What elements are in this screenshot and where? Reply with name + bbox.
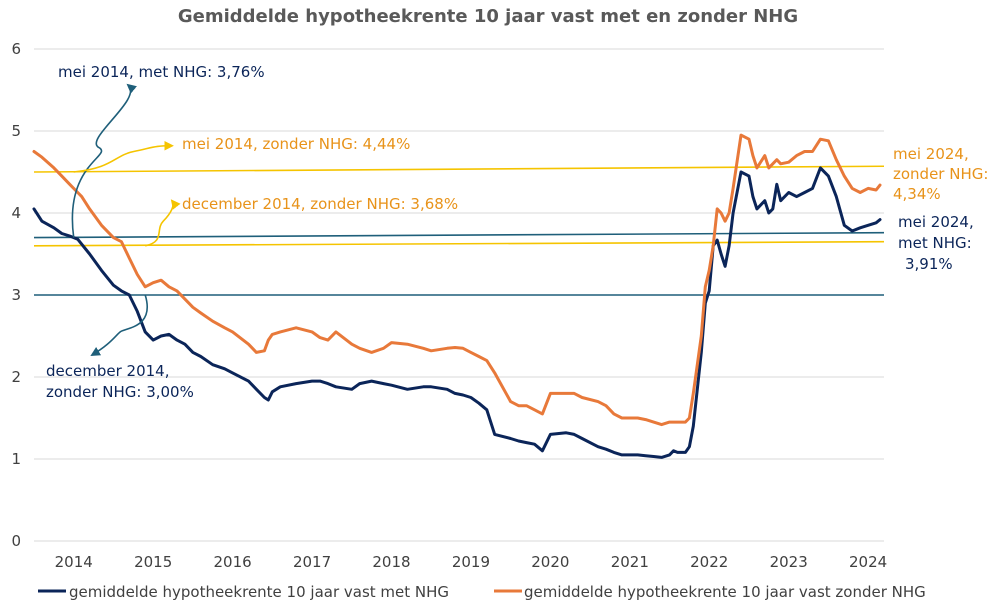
legend: gemiddelde hypotheekrente 10 jaar vast m… (38, 583, 926, 601)
x-tick-label: 2016 (214, 553, 252, 571)
annotation-may-2014-without-nhg: mei 2014, zonder NHG: 4,44% (182, 135, 410, 153)
annotation-dec-2014-3pct: december 2014, zonder NHG: 3,00% (46, 362, 194, 401)
y-tick-label: 5 (11, 122, 21, 140)
legend-label-met-nhg: gemiddelde hypotheekrente 10 jaar vast m… (69, 583, 449, 601)
x-tick-label: 2023 (770, 553, 808, 571)
y-tick-label: 2 (11, 368, 21, 386)
reference-line (33, 240, 885, 247)
series-line-met-nhg (32, 166, 882, 459)
x-tick-label: 2019 (452, 553, 490, 571)
x-tick-label: 2015 (134, 553, 172, 571)
x-tick-label: 2022 (690, 553, 728, 571)
series-lines (32, 133, 882, 459)
reference-line (33, 231, 885, 239)
x-tick-label: 2017 (293, 553, 331, 571)
x-tick-label: 2018 (372, 553, 410, 571)
annotation-may-2014-with-nhg: mei 2014, met NHG: 3,76% (58, 63, 265, 81)
x-tick-label: 2024 (849, 553, 887, 571)
arrow-dec-2014-3pct (90, 294, 148, 356)
annotation-dec-2014-without-nhg: december 2014, zonder NHG: 3,68% (182, 195, 458, 213)
y-tick-label: 4 (11, 204, 21, 222)
annotation-may-2024-without-nhg: mei 2024, zonder NHG: 4,34% (893, 145, 993, 203)
arrow-dec-2014-without-nhg (145, 199, 181, 247)
y-tick-label: 3 (11, 286, 21, 304)
x-tick-label: 2021 (611, 553, 649, 571)
chart-title: Gemiddelde hypotheekrente 10 jaar vast m… (178, 6, 798, 27)
y-tick-label: 1 (11, 450, 21, 468)
x-axis-tick-labels: 2014 2015 2016 2017 2018 2019 2020 2021 2022 2023… (55, 553, 888, 571)
arrow-may-2014-without-nhg (73, 140, 174, 173)
arrow-may-2014-with-nhg (71, 83, 137, 238)
x-tick-label: 2014 (55, 553, 93, 571)
reference-line (33, 165, 885, 173)
legend-label-zonder-nhg: gemiddelde hypotheekrente 10 jaar vast z… (524, 583, 926, 601)
x-tick-label: 2020 (531, 553, 569, 571)
y-axis-tick-labels: 0 1 2 3 4 5 6 (11, 40, 21, 550)
reference-lines (33, 165, 885, 296)
series-line-zonder-nhg (32, 133, 882, 427)
y-tick-label: 6 (11, 40, 21, 58)
y-tick-label: 0 (11, 532, 21, 550)
annotation-may-2024-with-nhg: mei 2024, met NHG: 3,91% (898, 213, 979, 273)
annotation-arrows (71, 83, 181, 356)
